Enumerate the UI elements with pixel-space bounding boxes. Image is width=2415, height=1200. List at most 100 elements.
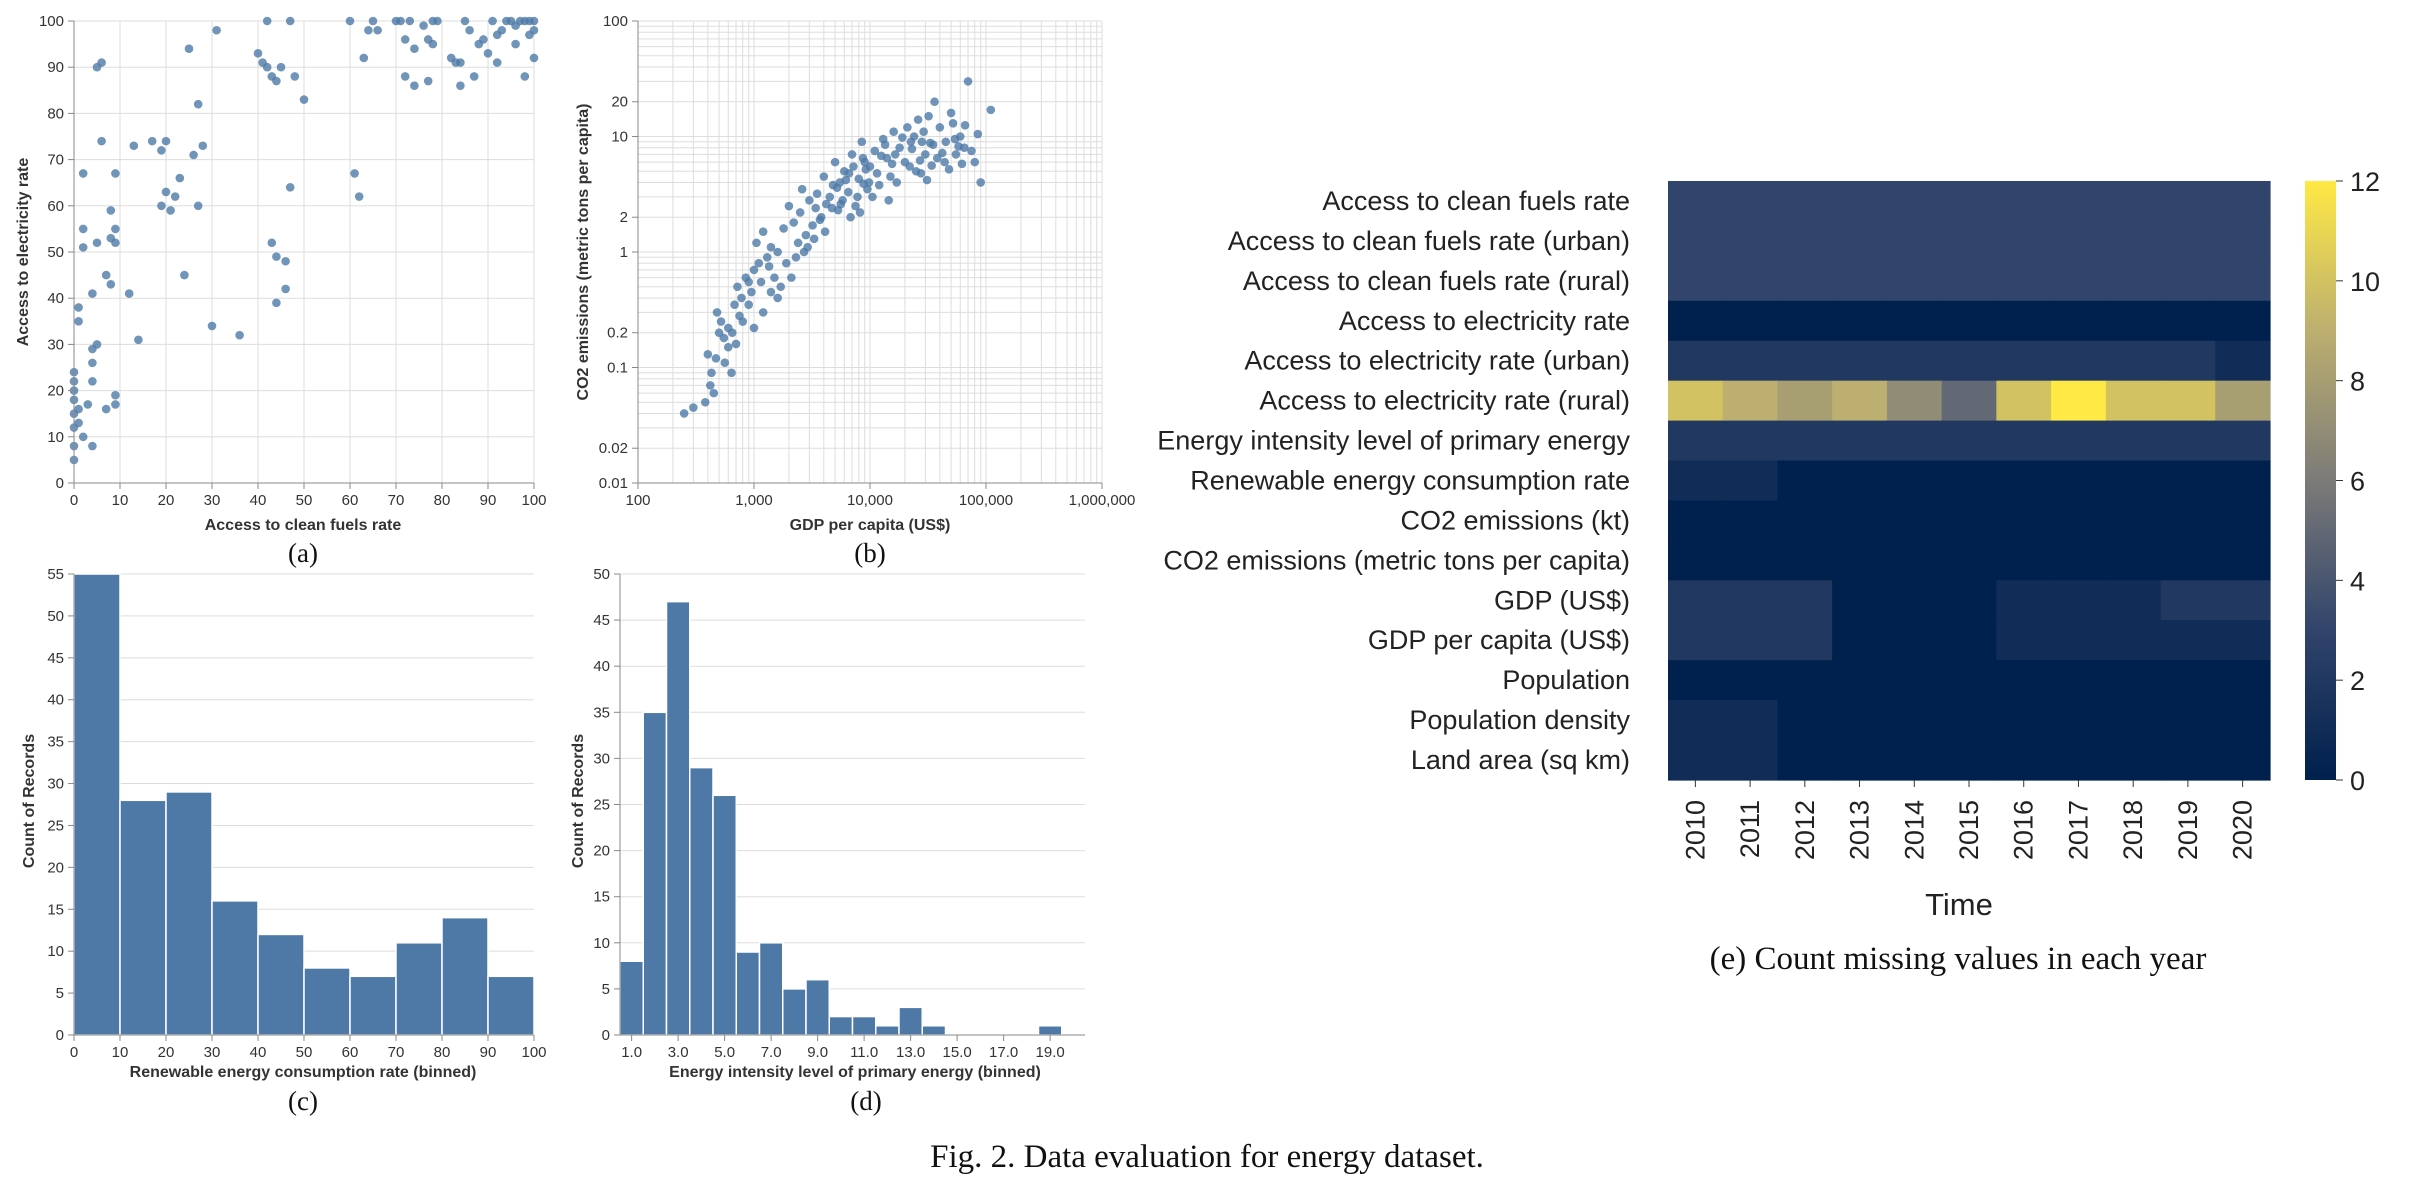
chart-e-xlabel: Time xyxy=(1925,887,1993,922)
chart-b-point xyxy=(844,169,854,178)
chart-e-heatmap: Access to clean fuels rate Access to clea… xyxy=(1157,167,2380,977)
chart-e-cell xyxy=(1996,460,2052,502)
chart-d-ticks: 0 5 10 15 20 25 30 35 40 45 50 1.0 3.0 5.0 7.0 9.0 11.0 1… xyxy=(593,566,1085,1061)
chart-c-histogram: 0 5 10 15 20 25 30 35 40 45 50 55 0 10 20 30 40 50 60 70 80 9… xyxy=(21,566,547,1116)
chart-e-cell xyxy=(1941,460,1997,502)
chart-e-cell xyxy=(2051,380,2107,422)
chart-c-bars xyxy=(73,573,535,1036)
chart-c-ytick-label: 40 xyxy=(47,692,64,709)
chart-b-point xyxy=(789,218,799,227)
chart-e-colorbar-ticks: 0 2 4 6 8 10 12 xyxy=(2336,167,2380,796)
chart-b-point xyxy=(689,403,698,412)
chart-d-sublabel: (d) xyxy=(850,1086,881,1116)
chart-b-point xyxy=(811,203,820,213)
chart-e-cell xyxy=(2051,500,2107,541)
chart-b-point xyxy=(944,165,954,174)
chart-a-point xyxy=(189,150,198,160)
chart-e-cell xyxy=(2160,340,2216,382)
chart-e-cell xyxy=(1832,260,1888,302)
chart-e-colorbar-tick-label: 2 xyxy=(2350,666,2365,696)
chart-e-cell xyxy=(2215,300,2271,342)
chart-b-point xyxy=(970,157,980,167)
chart-a-point xyxy=(111,238,120,248)
chart-c-bar xyxy=(441,916,489,1036)
chart-b-point xyxy=(707,368,716,378)
chart-e-row-label: Renewable energy consumption rate xyxy=(1190,466,1630,496)
chart-e-row-label: Access to electricity rate (urban) xyxy=(1244,346,1630,376)
chart-e-cell xyxy=(1996,380,2052,422)
chart-e-cell xyxy=(2105,380,2162,422)
chart-b-point xyxy=(705,381,715,390)
chart-b-point xyxy=(836,199,846,209)
chart-e-cell xyxy=(1722,540,1779,581)
chart-a-ytick-label: 30 xyxy=(47,336,64,353)
chart-a-point xyxy=(88,289,97,298)
chart-e-cell xyxy=(2215,340,2271,382)
chart-c-ytick-label: 50 xyxy=(47,608,64,625)
chart-a-ytick-label: 90 xyxy=(47,59,64,76)
chart-a-sublabel: (a) xyxy=(288,538,318,568)
chart-e-cell xyxy=(1668,340,1724,382)
chart-a-point xyxy=(456,81,465,90)
chart-b-xtick-label: 10,000 xyxy=(847,492,893,509)
chart-e-cell xyxy=(2051,740,2107,781)
chart-e-cell xyxy=(1777,460,1833,502)
chart-a-point xyxy=(161,187,171,197)
chart-a-point xyxy=(368,16,378,26)
chart-e-cell xyxy=(1886,540,1943,581)
chart-e-cell xyxy=(1832,460,1888,502)
chart-b-point xyxy=(749,265,759,275)
chart-e-cell xyxy=(2215,620,2271,661)
chart-e-cell xyxy=(2105,460,2162,502)
chart-b-xtick-label: 1,000,000 xyxy=(1069,492,1136,509)
chart-a-point xyxy=(88,441,97,451)
chart-b-point xyxy=(925,138,935,148)
chart-e-cell xyxy=(1886,380,1943,422)
chart-e-cell xyxy=(1668,580,1724,621)
chart-a-xtick-label: 40 xyxy=(250,492,267,509)
chart-a-xtick-label: 0 xyxy=(70,492,78,509)
chart-e-cell xyxy=(2215,460,2271,502)
chart-c-ytick-label: 5 xyxy=(56,985,64,1002)
chart-e-col-label: 2020 xyxy=(2228,800,2258,860)
chart-b-ytick-label: 100 xyxy=(603,13,628,30)
chart-e-cell xyxy=(1777,620,1833,661)
chart-e-cell xyxy=(1777,700,1833,741)
chart-d-xtick-label: 3.0 xyxy=(668,1044,689,1061)
chart-b-point xyxy=(919,127,928,137)
chart-a-point xyxy=(299,95,309,104)
chart-a-point xyxy=(262,62,272,72)
chart-d-bars xyxy=(619,600,1063,1036)
chart-e-cell xyxy=(2160,740,2216,781)
chart-a-ytick-label: 50 xyxy=(47,244,64,261)
chart-e-cell xyxy=(1722,260,1779,302)
chart-e-cell xyxy=(1996,580,2052,621)
chart-b-point xyxy=(872,169,882,178)
chart-b-point xyxy=(815,215,825,225)
chart-a-point xyxy=(405,16,415,26)
chart-a-point xyxy=(396,16,405,26)
chart-b-point xyxy=(916,169,926,178)
chart-e-cell xyxy=(2051,540,2107,581)
chart-b-point xyxy=(851,201,860,211)
chart-b-point xyxy=(858,153,868,163)
chart-d-xtick-label: 7.0 xyxy=(761,1044,782,1061)
chart-e-cell xyxy=(1832,580,1888,621)
chart-e-cell xyxy=(1886,181,1943,222)
chart-e-cell xyxy=(1722,740,1779,781)
chart-a-ytick-label: 80 xyxy=(47,105,64,122)
chart-a-point xyxy=(410,81,419,90)
chart-b-point xyxy=(812,189,822,198)
chart-b-point xyxy=(889,127,898,137)
chart-a-point xyxy=(74,418,83,428)
chart-b-point xyxy=(907,144,917,154)
chart-e-cell xyxy=(1777,220,1833,262)
chart-a-point xyxy=(124,289,134,298)
chart-b-point xyxy=(847,150,857,159)
chart-e-row-label: GDP per capita (US$) xyxy=(1368,625,1630,655)
chart-d-xtick-label: 17.0 xyxy=(989,1044,1018,1061)
chart-e-cell xyxy=(1722,620,1779,661)
chart-b-point xyxy=(892,178,902,187)
chart-c-xtick-label: 60 xyxy=(342,1044,359,1061)
